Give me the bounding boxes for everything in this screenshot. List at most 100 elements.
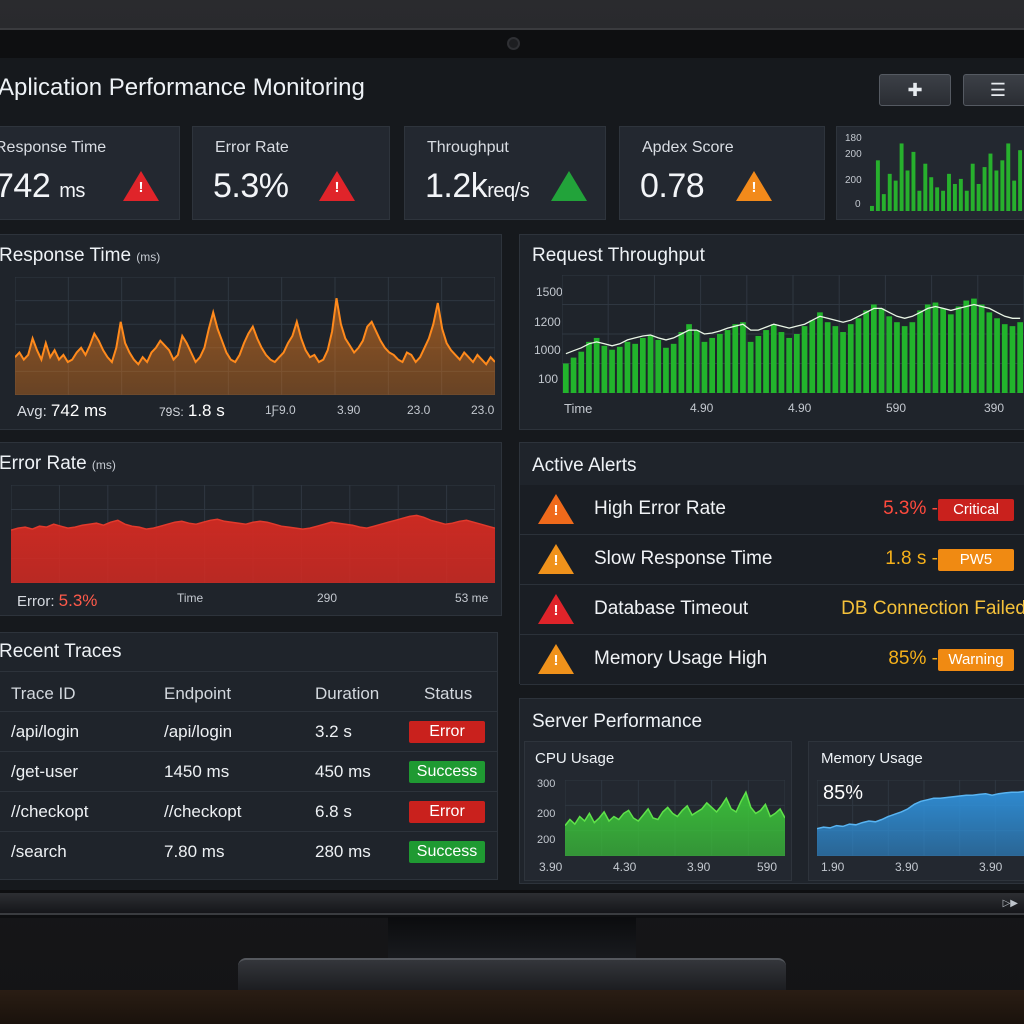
bar bbox=[1017, 322, 1023, 393]
warning-icon: ! bbox=[538, 544, 574, 574]
bar bbox=[978, 304, 985, 393]
series-area bbox=[565, 792, 785, 856]
alert-row[interactable]: ! Slow Response Time 1.8 s - PW5 bbox=[520, 535, 1024, 585]
kpi-card-throughput[interactable]: Throughput 1.2kreq/s bbox=[404, 126, 606, 220]
alert-name: Memory Usage High bbox=[594, 648, 768, 669]
trace-id-cell: //checkopt bbox=[11, 802, 89, 821]
alert-name: High Error Rate bbox=[594, 498, 726, 519]
table-row[interactable]: /search 7.80 ms 280 ms Success bbox=[0, 831, 497, 871]
alert-row[interactable]: ! High Error Rate 5.3% - Critical bbox=[520, 485, 1024, 535]
bar bbox=[887, 173, 892, 211]
y-tick: 200 bbox=[845, 175, 862, 186]
bar bbox=[964, 190, 969, 211]
bar bbox=[740, 322, 746, 393]
bar bbox=[901, 326, 908, 393]
recent-traces-panel: Recent Traces Trace ID Endpoint Duration… bbox=[0, 632, 498, 880]
monitor-logo: ▷▶ bbox=[1002, 898, 1018, 909]
bar bbox=[763, 330, 769, 393]
bar bbox=[958, 178, 963, 211]
warning-icon: ! bbox=[123, 171, 159, 201]
bar bbox=[1009, 326, 1016, 393]
bar bbox=[632, 343, 638, 393]
duration-cell: 450 ms bbox=[315, 762, 371, 781]
kpi-label: Apdex Score bbox=[642, 139, 734, 156]
add-button[interactable]: ✚ bbox=[879, 74, 951, 106]
bar bbox=[911, 151, 916, 211]
kpi-card-response-time[interactable]: Response Time 742 ms ! bbox=[0, 126, 180, 220]
bar bbox=[601, 345, 608, 393]
mini-bar-chart bbox=[870, 143, 1023, 211]
series-line bbox=[817, 790, 1024, 830]
alert-row[interactable]: ! Database Timeout DB Connection Failed bbox=[520, 585, 1024, 635]
x-tick: 3.90 bbox=[337, 403, 361, 417]
bar bbox=[709, 337, 715, 393]
bar bbox=[994, 170, 999, 211]
menu-button[interactable]: ☰ bbox=[963, 74, 1024, 106]
table-row[interactable]: //checkopt //checkopt 6.8 s Error bbox=[0, 791, 497, 831]
avg-label: Avg: 742 ms bbox=[17, 401, 107, 420]
endpoint-cell: 1450 ms bbox=[164, 762, 230, 781]
warning-icon: ! bbox=[538, 494, 574, 524]
panel-title: Request Throughput bbox=[532, 245, 705, 266]
bar bbox=[948, 314, 954, 393]
kpi-card-error-rate[interactable]: Error Rate 5.3% ! bbox=[192, 126, 390, 220]
bar bbox=[1012, 180, 1017, 211]
table-row[interactable]: /get-user 1450 ms 450 ms Success bbox=[0, 751, 497, 791]
bar bbox=[929, 177, 934, 211]
bar bbox=[670, 343, 677, 393]
x-tick: 290 bbox=[317, 591, 338, 605]
x-tick: 23.0 bbox=[471, 403, 495, 417]
bar bbox=[947, 173, 951, 211]
bar bbox=[655, 339, 662, 393]
column-header: Trace ID bbox=[11, 684, 76, 703]
y-tick: 1000 bbox=[534, 343, 561, 357]
duration-cell: 3.2 s bbox=[315, 722, 352, 741]
active-alerts-panel: Active Alerts ! High Error Rate 5.3% - Crit… bbox=[519, 442, 1024, 685]
status-badge: Success bbox=[409, 761, 485, 783]
bar bbox=[817, 312, 823, 393]
bar bbox=[1018, 150, 1023, 211]
kpi-value: 1.2kreq/s bbox=[425, 167, 530, 205]
kpi-card-apdex[interactable]: Apdex Score 0.78 ! bbox=[619, 126, 825, 220]
bar bbox=[794, 334, 800, 393]
x-tick: 53 me bbox=[455, 591, 489, 605]
bar bbox=[870, 205, 874, 211]
monitor-stand-neck bbox=[388, 917, 636, 965]
bar bbox=[1006, 143, 1011, 211]
bar bbox=[1000, 160, 1005, 211]
column-header: Duration bbox=[315, 684, 380, 703]
mini-throughput-chart: 180 200 200 0 bbox=[836, 126, 1024, 220]
bar bbox=[935, 187, 940, 211]
column-header: Endpoint bbox=[164, 684, 232, 703]
status-badge: Error bbox=[409, 801, 485, 823]
server-performance-panel: Server Performance CPU Usage 300 200 200… bbox=[519, 698, 1024, 884]
bar bbox=[840, 332, 846, 393]
bar bbox=[570, 357, 577, 393]
panel-title: Response Time (ms) bbox=[0, 245, 161, 266]
bar bbox=[640, 337, 646, 393]
throughput-bar-chart bbox=[562, 275, 1024, 393]
warning-icon: ! bbox=[538, 594, 574, 624]
response-time-chart bbox=[15, 277, 495, 395]
bar bbox=[963, 300, 970, 393]
alert-row[interactable]: ! Memory Usage High 85% - Warning bbox=[520, 635, 1024, 685]
x-tick: 3.90 bbox=[895, 860, 919, 874]
kpi-value: 5.3% bbox=[213, 167, 289, 205]
bar bbox=[778, 332, 785, 393]
bar bbox=[616, 346, 623, 393]
up-triangle-icon bbox=[551, 171, 587, 201]
series-line bbox=[565, 790, 785, 827]
bar bbox=[863, 310, 869, 393]
peak-label: 79S: 1.8 s bbox=[159, 401, 225, 420]
bar bbox=[982, 167, 987, 211]
bar bbox=[894, 322, 900, 393]
memory-usage-chart bbox=[817, 780, 1024, 856]
x-tick: 4.90 bbox=[690, 401, 714, 415]
bar bbox=[940, 308, 946, 393]
bar bbox=[871, 304, 877, 393]
warning-icon: ! bbox=[736, 171, 772, 201]
error-rate-panel: Error Rate (ms) Error: 5.3% Time 290 53 … bbox=[0, 442, 502, 616]
alert-value: 85% - bbox=[888, 648, 938, 669]
monitor-bottom-bezel bbox=[0, 893, 1024, 915]
table-row[interactable]: /api/login/api/login 3.2 s Error bbox=[0, 711, 497, 751]
